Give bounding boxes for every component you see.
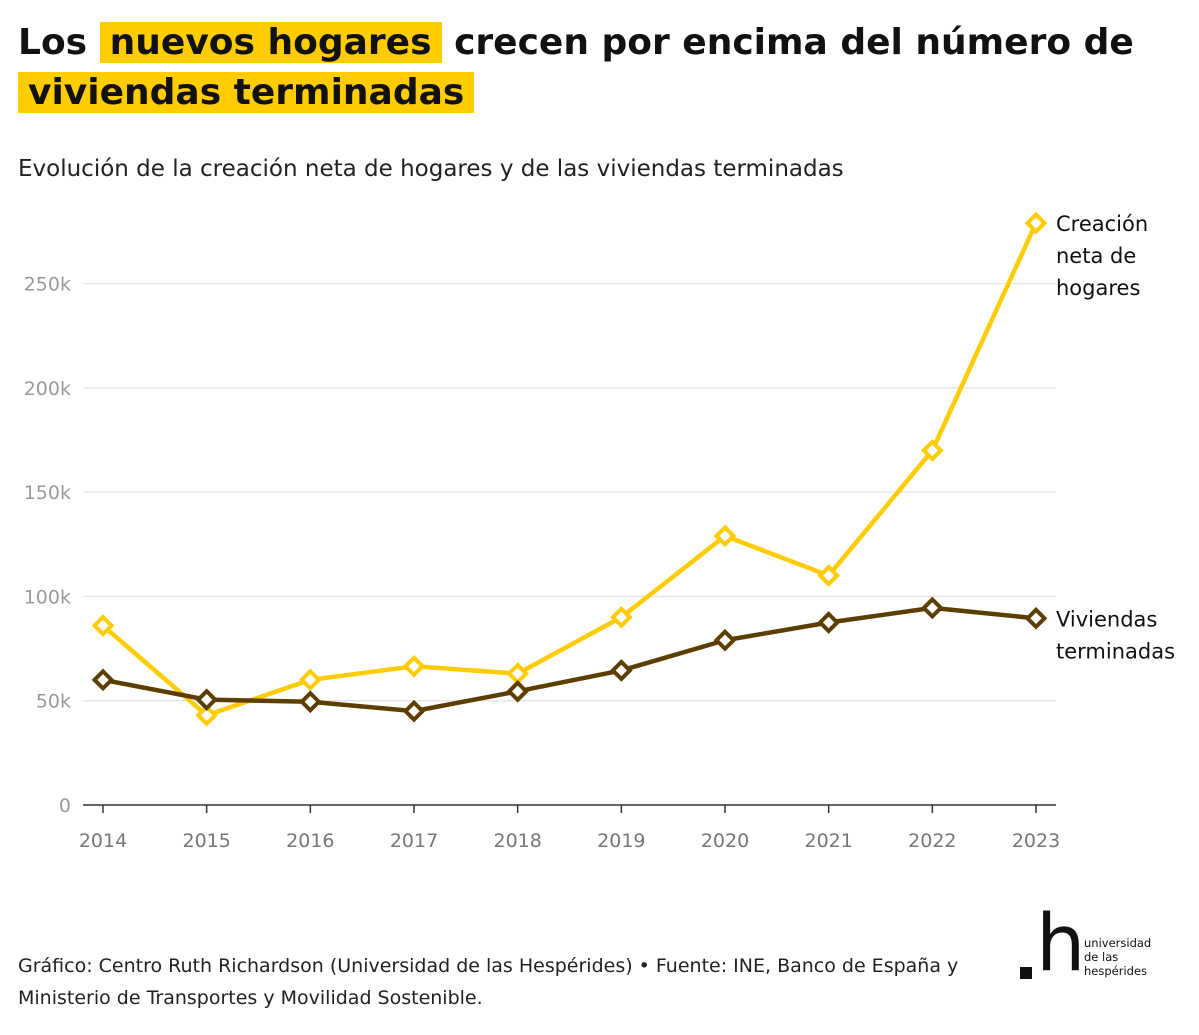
data-point-hogares: [921, 439, 944, 462]
y-tick-label: 50k: [36, 691, 71, 713]
series-label-hogares: hogares: [1056, 276, 1140, 300]
y-axis-ticks: 0 50k 100k 150k 200k 250k: [24, 274, 71, 817]
data-point-viviendas: [1024, 607, 1048, 630]
data-point-viviendas: [817, 611, 840, 634]
x-tick-label: 2022: [908, 830, 956, 852]
y-tick-label: 250k: [24, 274, 71, 296]
x-tick-label: 2018: [493, 830, 541, 852]
data-point-hogares: [402, 654, 426, 678]
logo-words: universidad de las hespérides: [1084, 936, 1151, 978]
series-label-viviendas: Viviendas: [1056, 607, 1157, 631]
x-tick-label: 2020: [701, 830, 749, 852]
x-tick-label: 2014: [79, 830, 127, 852]
data-point-viviendas: [921, 596, 944, 620]
series-hogares: [91, 211, 1048, 727]
title-highlight-2: viviendas terminadas: [18, 72, 475, 113]
y-tick-label: 200k: [24, 378, 71, 400]
series-line-hogares: [101, 222, 1039, 718]
series-labels: Creación neta de hogares Viviendas terminada…: [1056, 212, 1175, 663]
data-point-hogares: [506, 662, 529, 685]
y-tick-label: 150k: [24, 482, 71, 504]
series-line-viviendas: [102, 605, 1037, 714]
logo-word-1: universidad: [1084, 936, 1152, 950]
university-logo: h universidad de las hespérides: [1012, 905, 1187, 985]
x-tick-label: 2019: [597, 830, 645, 852]
source-note: Gráfico: Centro Ruth Richardson (Univers…: [18, 955, 959, 1009]
data-point-viviendas: [610, 659, 633, 682]
data-point-viviendas: [299, 690, 322, 714]
data-point-hogares: [713, 524, 737, 548]
x-tick-label: 2016: [286, 830, 334, 852]
logo-word-2: de las: [1084, 950, 1119, 964]
chart-subtitle: Evolución de la creación neta de hogares…: [18, 156, 844, 182]
series-label-viviendas: terminadas: [1056, 639, 1175, 663]
data-point-hogares: [91, 614, 115, 637]
x-axis-ticks: 2014 2015 2016 2017 2018 2019 2020 2021 2022 2023: [79, 805, 1060, 852]
data-point-viviendas: [713, 628, 737, 652]
data-point-hogares: [299, 668, 322, 692]
data-point-viviendas: [91, 668, 115, 692]
data-point-viviendas: [506, 680, 529, 703]
data-point-viviendas: [402, 699, 426, 723]
logo-word-3: hespérides: [1084, 964, 1148, 978]
data-point-hogares: [195, 703, 218, 727]
title-part-2: crecen por encima del número de: [454, 22, 1134, 63]
grid-lines: [83, 282, 1056, 702]
logo-h-glyph: h: [1036, 899, 1086, 989]
x-tick-label: 2021: [804, 830, 852, 852]
series-lines: [91, 211, 1048, 727]
data-point-hogares: [817, 564, 840, 587]
data-point-viviendas: [195, 688, 218, 711]
series-viviendas: [91, 596, 1048, 723]
y-tick-label: 0: [59, 795, 71, 817]
y-tick-label: 100k: [24, 586, 71, 608]
chart-title: Los nuevos hogares crecen por encima del…: [18, 18, 1188, 118]
logo-dot: [1020, 967, 1032, 979]
data-point-hogares: [1024, 211, 1048, 235]
x-tick-label: 2023: [1012, 830, 1060, 852]
title-highlight-1: nuevos hogares: [99, 22, 442, 63]
series-label-hogares: Creación: [1056, 212, 1148, 236]
data-point-hogares: [610, 605, 633, 629]
x-tick-label: 2015: [182, 830, 230, 852]
x-tick-label: 2017: [390, 830, 438, 852]
title-part-1: Los: [18, 22, 88, 63]
series-label-hogares: neta de: [1056, 244, 1136, 268]
